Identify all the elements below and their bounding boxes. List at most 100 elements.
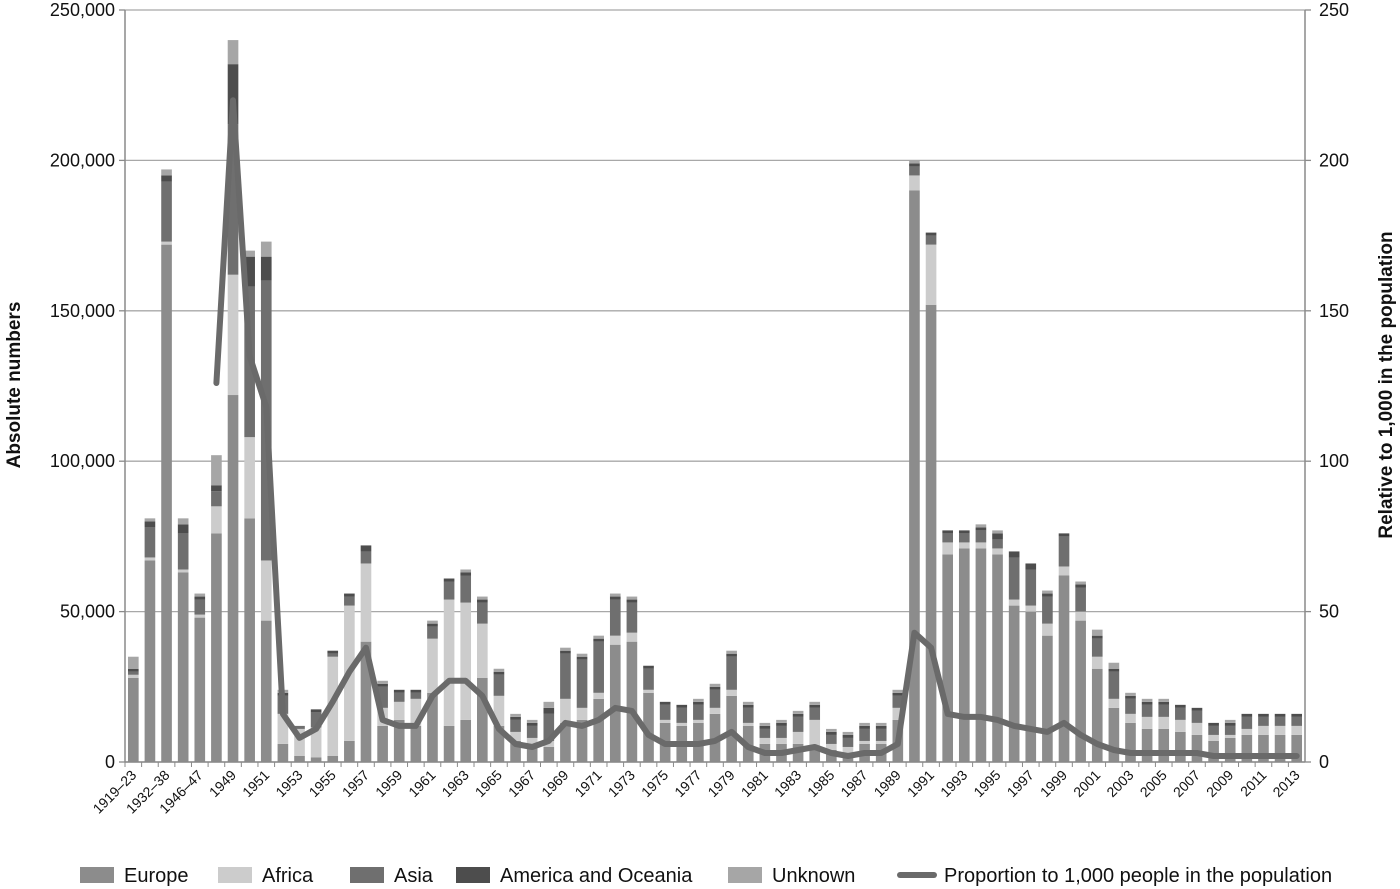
x-tick-label: 1987 bbox=[837, 767, 870, 800]
bar-segment-america-and-oceania bbox=[925, 232, 937, 236]
proportion-line bbox=[213, 97, 1300, 759]
bar-segment-unknown bbox=[859, 722, 870, 726]
bar-segment-africa bbox=[493, 695, 505, 726]
bar-segment-asia bbox=[1125, 698, 1136, 714]
bar-segment-asia bbox=[909, 166, 920, 176]
bar-segment-europe bbox=[1091, 668, 1103, 762]
bar-segment-america-and-oceania bbox=[1175, 704, 1186, 708]
bar-segment-unknown bbox=[510, 713, 521, 717]
left-tick-label: 150,000 bbox=[50, 301, 115, 321]
bar-segment-asia bbox=[992, 539, 1003, 549]
bar-segment-africa bbox=[576, 707, 588, 720]
bar-segment-europe bbox=[294, 755, 305, 762]
bar-segment-asia bbox=[344, 596, 355, 606]
bar-segment-america-and-oceania bbox=[1241, 713, 1253, 717]
proportion-line-layer bbox=[213, 97, 1300, 759]
bar-segment-asia bbox=[510, 719, 521, 732]
bar-segment-africa bbox=[1258, 725, 1269, 735]
bar-segment-africa bbox=[460, 602, 472, 720]
bar-segment-unknown bbox=[726, 650, 737, 654]
bar-segment-africa bbox=[759, 737, 771, 744]
legend-swatch bbox=[728, 867, 762, 883]
bar-segment-europe bbox=[377, 725, 388, 762]
bar-segment-europe bbox=[958, 548, 970, 762]
x-tick-label: 1959 bbox=[372, 767, 405, 800]
bar-segment-europe bbox=[227, 395, 239, 762]
bar-segment-asia bbox=[842, 737, 854, 747]
bar-segment-asia bbox=[161, 181, 172, 242]
bar-segment-asia bbox=[659, 704, 671, 720]
bar-segment-unknown bbox=[177, 518, 189, 525]
bar-segment-europe bbox=[310, 757, 322, 762]
bar-segment-america-and-oceania bbox=[410, 689, 422, 693]
x-tick-label: 1981 bbox=[738, 767, 771, 800]
bar-segment-africa bbox=[909, 175, 920, 191]
x-tick-label: 1995 bbox=[970, 767, 1003, 800]
bar-segment-africa bbox=[1224, 734, 1236, 738]
bar-segment-america-and-oceania bbox=[310, 709, 322, 713]
right-tick-label: 200 bbox=[1319, 150, 1349, 170]
bar-segment-america-and-oceania bbox=[975, 527, 987, 531]
bar-segment-america-and-oceania bbox=[360, 545, 372, 552]
bar-segment-europe bbox=[177, 572, 189, 762]
bar-segment-africa bbox=[1108, 698, 1120, 708]
bar-segment-africa bbox=[1042, 623, 1053, 636]
bar-segment-europe bbox=[609, 644, 621, 762]
bar-segment-asia bbox=[493, 674, 505, 696]
bar-segment-asia bbox=[975, 530, 987, 543]
bar-segment-europe bbox=[360, 641, 372, 762]
bar-segment-unknown bbox=[211, 455, 222, 486]
bar-segment-africa bbox=[809, 719, 821, 747]
right-tick-label: 0 bbox=[1319, 752, 1329, 772]
bar-segment-unknown bbox=[842, 731, 854, 735]
bar-segment-europe bbox=[493, 725, 505, 762]
x-tick-label: 2007 bbox=[1170, 767, 1203, 800]
bar-segment-asia bbox=[1108, 671, 1120, 699]
bar-segment-africa bbox=[726, 689, 737, 696]
bar-segment-europe bbox=[526, 743, 538, 762]
x-tick-label: 2011 bbox=[1237, 767, 1270, 800]
bar-segment-america-and-oceania bbox=[560, 650, 571, 654]
bar-segment-america-and-oceania bbox=[875, 725, 887, 729]
legend-label: Unknown bbox=[772, 865, 855, 887]
bar-segment-europe bbox=[443, 725, 455, 762]
bar-segment-africa bbox=[277, 713, 289, 744]
bar-segment-africa bbox=[593, 692, 604, 699]
bar-segment-europe bbox=[460, 719, 472, 762]
bar-segment-asia bbox=[1141, 704, 1153, 717]
bar-segment-america-and-oceania bbox=[1091, 635, 1103, 639]
bar-segment-america-and-oceania bbox=[1291, 713, 1303, 717]
bar-segment-europe bbox=[1291, 734, 1303, 762]
bar-segment-asia bbox=[892, 695, 904, 708]
bar-segment-america-and-oceania bbox=[477, 599, 488, 603]
bar-segment-europe bbox=[909, 190, 920, 763]
bar-segment-unknown bbox=[626, 596, 638, 600]
bar-segment-europe bbox=[393, 719, 405, 762]
bar-segment-africa bbox=[1125, 713, 1136, 723]
bar-segment-africa bbox=[875, 740, 887, 744]
bar-segment-africa bbox=[443, 599, 455, 726]
x-tick-label: 1961 bbox=[405, 767, 438, 800]
bar-segment-america-and-oceania bbox=[260, 256, 272, 281]
bar-segment-asia bbox=[427, 626, 438, 639]
bar-segment-america-and-oceania bbox=[1158, 701, 1170, 705]
bar-segment-europe bbox=[1274, 734, 1286, 762]
bar-segment-unknown bbox=[792, 710, 804, 714]
bar-segment-asia bbox=[177, 533, 189, 570]
bar-segment-america-and-oceania bbox=[1008, 551, 1020, 558]
bar-segment-africa bbox=[526, 737, 538, 744]
bar-segment-unknown bbox=[809, 701, 821, 705]
bar-segment-asia bbox=[809, 707, 821, 720]
bar-segment-unknown bbox=[477, 596, 488, 600]
bar-segment-asia bbox=[925, 235, 937, 245]
legend-label: Asia bbox=[394, 865, 434, 887]
bar-segment-asia bbox=[327, 653, 339, 657]
bar-segment-america-and-oceania bbox=[344, 593, 355, 597]
bar-segment-unknown bbox=[526, 719, 538, 723]
bar-segment-unknown bbox=[742, 701, 754, 705]
bar-segment-america-and-oceania bbox=[526, 722, 538, 726]
bar-segment-unknown bbox=[826, 728, 837, 732]
bar-segment-america-and-oceania bbox=[942, 530, 953, 534]
